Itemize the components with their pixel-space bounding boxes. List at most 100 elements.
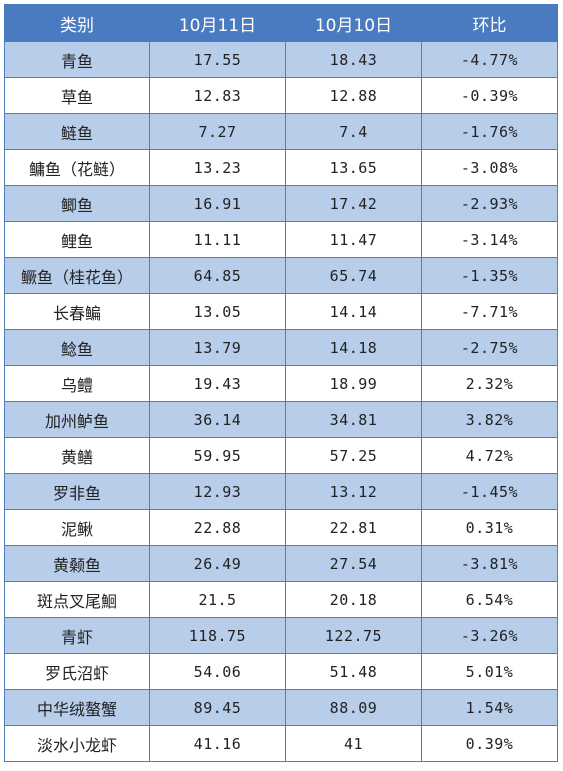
cell-oct-10-price: 27.54 xyxy=(285,545,422,582)
cell-change: -1.45% xyxy=(421,473,558,510)
header-change: 环比 xyxy=(421,4,558,42)
header-oct-10: 10月10日 xyxy=(285,4,422,42)
cell-oct-10-price: 18.99 xyxy=(285,365,422,402)
cell-category: 斑点叉尾鮰 xyxy=(4,581,150,618)
table-row: 鲫鱼 16.91 17.42 -2.93% xyxy=(4,185,558,222)
cell-oct-11-price: 16.91 xyxy=(149,185,286,222)
table-row: 泥鳅 22.88 22.81 0.31% xyxy=(4,509,558,546)
cell-oct-10-price: 65.74 xyxy=(285,257,422,294)
table-row: 鳜鱼（桂花鱼） 64.85 65.74 -1.35% xyxy=(4,257,558,294)
cell-oct-10-price: 12.88 xyxy=(285,77,422,114)
cell-change: -7.71% xyxy=(421,293,558,330)
cell-oct-10-price: 51.48 xyxy=(285,653,422,690)
cell-oct-10-price: 122.75 xyxy=(285,617,422,654)
table-row: 加州鲈鱼 36.14 34.81 3.82% xyxy=(4,401,558,438)
cell-change: 2.32% xyxy=(421,365,558,402)
cell-category: 淡水小龙虾 xyxy=(4,725,150,762)
cell-category: 鲶鱼 xyxy=(4,329,150,366)
cell-change: -3.08% xyxy=(421,149,558,186)
table-row: 鲶鱼 13.79 14.18 -2.75% xyxy=(4,329,558,366)
cell-change: -2.75% xyxy=(421,329,558,366)
fish-price-table: 类别 10月11日 10月10日 环比 青鱼 17.55 18.43 -4.77% 草鱼… xyxy=(4,4,558,762)
cell-oct-10-price: 13.12 xyxy=(285,473,422,510)
table-row: 斑点叉尾鮰 21.5 20.18 6.54% xyxy=(4,581,558,618)
table-body: 青鱼 17.55 18.43 -4.77% 草鱼 12.83 12.88 -0.39% 鲢鱼 7.… xyxy=(4,41,558,762)
cell-change: -4.77% xyxy=(421,41,558,78)
table-row: 草鱼 12.83 12.88 -0.39% xyxy=(4,77,558,114)
cell-category: 黄鳝 xyxy=(4,437,150,474)
cell-oct-11-price: 12.83 xyxy=(149,77,286,114)
cell-change: -3.14% xyxy=(421,221,558,258)
cell-category: 青鱼 xyxy=(4,41,150,78)
cell-oct-11-price: 17.55 xyxy=(149,41,286,78)
cell-category: 中华绒螯蟹 xyxy=(4,689,150,726)
cell-category: 泥鳅 xyxy=(4,509,150,546)
cell-oct-11-price: 118.75 xyxy=(149,617,286,654)
cell-oct-11-price: 64.85 xyxy=(149,257,286,294)
cell-oct-11-price: 7.27 xyxy=(149,113,286,150)
cell-change: 6.54% xyxy=(421,581,558,618)
table-row: 黄颡鱼 26.49 27.54 -3.81% xyxy=(4,545,558,582)
table-row: 罗非鱼 12.93 13.12 -1.45% xyxy=(4,473,558,510)
cell-category: 草鱼 xyxy=(4,77,150,114)
cell-category: 加州鲈鱼 xyxy=(4,401,150,438)
table-row: 青鱼 17.55 18.43 -4.77% xyxy=(4,41,558,78)
cell-oct-10-price: 18.43 xyxy=(285,41,422,78)
cell-change: -0.39% xyxy=(421,77,558,114)
header-oct-11: 10月11日 xyxy=(149,4,286,42)
cell-change: -3.26% xyxy=(421,617,558,654)
price-table-container: 类别 10月11日 10月10日 环比 青鱼 17.55 18.43 -4.77% 草鱼… xyxy=(4,4,558,762)
cell-category: 罗氏沼虾 xyxy=(4,653,150,690)
cell-oct-10-price: 20.18 xyxy=(285,581,422,618)
header-category: 类别 xyxy=(4,4,150,42)
cell-oct-10-price: 17.42 xyxy=(285,185,422,222)
cell-change: -2.93% xyxy=(421,185,558,222)
table-row: 罗氏沼虾 54.06 51.48 5.01% xyxy=(4,653,558,690)
cell-oct-10-price: 57.25 xyxy=(285,437,422,474)
cell-category: 罗非鱼 xyxy=(4,473,150,510)
table-row: 长春鳊 13.05 14.14 -7.71% xyxy=(4,293,558,330)
table-row: 淡水小龙虾 41.16 41 0.39% xyxy=(4,725,558,762)
cell-oct-10-price: 88.09 xyxy=(285,689,422,726)
cell-oct-10-price: 13.65 xyxy=(285,149,422,186)
cell-change: -1.76% xyxy=(421,113,558,150)
cell-oct-10-price: 41 xyxy=(285,725,422,762)
cell-change: 0.39% xyxy=(421,725,558,762)
cell-category: 鲫鱼 xyxy=(4,185,150,222)
cell-category: 乌鳢 xyxy=(4,365,150,402)
cell-oct-11-price: 36.14 xyxy=(149,401,286,438)
cell-oct-11-price: 54.06 xyxy=(149,653,286,690)
table-row: 中华绒螯蟹 89.45 88.09 1.54% xyxy=(4,689,558,726)
cell-change: -1.35% xyxy=(421,257,558,294)
cell-change: 1.54% xyxy=(421,689,558,726)
cell-oct-11-price: 41.16 xyxy=(149,725,286,762)
table-header-row: 类别 10月11日 10月10日 环比 xyxy=(4,4,558,42)
cell-category: 鲤鱼 xyxy=(4,221,150,258)
cell-oct-11-price: 21.5 xyxy=(149,581,286,618)
cell-category: 黄颡鱼 xyxy=(4,545,150,582)
cell-change: 4.72% xyxy=(421,437,558,474)
cell-change: -3.81% xyxy=(421,545,558,582)
cell-oct-10-price: 22.81 xyxy=(285,509,422,546)
cell-category: 鳙鱼（花鲢） xyxy=(4,149,150,186)
table-row: 鲢鱼 7.27 7.4 -1.76% xyxy=(4,113,558,150)
cell-oct-10-price: 14.14 xyxy=(285,293,422,330)
cell-oct-11-price: 26.49 xyxy=(149,545,286,582)
cell-change: 5.01% xyxy=(421,653,558,690)
table-row: 鳙鱼（花鲢） 13.23 13.65 -3.08% xyxy=(4,149,558,186)
cell-change: 0.31% xyxy=(421,509,558,546)
cell-oct-11-price: 13.05 xyxy=(149,293,286,330)
cell-oct-10-price: 11.47 xyxy=(285,221,422,258)
table-row: 黄鳝 59.95 57.25 4.72% xyxy=(4,437,558,474)
cell-change: 3.82% xyxy=(421,401,558,438)
cell-oct-11-price: 22.88 xyxy=(149,509,286,546)
cell-oct-10-price: 7.4 xyxy=(285,113,422,150)
cell-oct-10-price: 34.81 xyxy=(285,401,422,438)
cell-oct-10-price: 14.18 xyxy=(285,329,422,366)
cell-oct-11-price: 59.95 xyxy=(149,437,286,474)
cell-category: 长春鳊 xyxy=(4,293,150,330)
cell-oct-11-price: 12.93 xyxy=(149,473,286,510)
table-row: 青虾 118.75 122.75 -3.26% xyxy=(4,617,558,654)
table-row: 鲤鱼 11.11 11.47 -3.14% xyxy=(4,221,558,258)
cell-oct-11-price: 13.23 xyxy=(149,149,286,186)
